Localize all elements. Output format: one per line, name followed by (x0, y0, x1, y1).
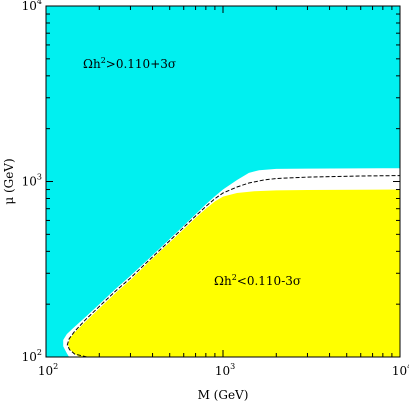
regions-layer (46, 6, 400, 357)
y-tick-label: 104 (22, 0, 42, 13)
tick-labels: 102 103 104 102 103 104 (22, 0, 409, 378)
x-tick-label: 103 (215, 362, 235, 378)
x-tick-label: 104 (392, 362, 409, 378)
contour-line (66, 175, 400, 357)
y-axis-title: μ (GeV) (2, 158, 16, 204)
ticks-layer (45, 5, 401, 358)
x-axis-title: M (GeV) (198, 388, 249, 402)
lower-region (67, 189, 400, 357)
region-labels: Ωh2>0.110+3σ Ωh2<0.110-3σ (83, 56, 301, 288)
contour-layer (66, 175, 400, 357)
upper-region-label: Ωh2>0.110+3σ (83, 56, 176, 71)
lower-region-label: Ωh2<0.110-3σ (214, 273, 301, 288)
y-tick-label: 102 (22, 348, 42, 364)
x-tick-label: 102 (38, 362, 58, 378)
y-tick-label: 103 (22, 173, 42, 189)
